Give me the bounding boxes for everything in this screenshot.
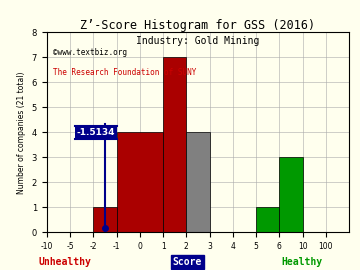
Bar: [279, 157, 303, 232]
Text: Healthy: Healthy: [282, 256, 323, 266]
Text: Unhealthy: Unhealthy: [39, 256, 91, 266]
Bar: [186, 132, 210, 232]
Y-axis label: Number of companies (21 total): Number of companies (21 total): [17, 71, 26, 194]
Bar: [163, 58, 186, 232]
Bar: [256, 207, 279, 232]
Text: -1.5134: -1.5134: [76, 128, 115, 137]
Text: ©www.textbiz.org: ©www.textbiz.org: [53, 48, 127, 58]
Bar: [93, 207, 117, 232]
Text: Industry: Gold Mining: Industry: Gold Mining: [136, 36, 260, 46]
Title: Z’-Score Histogram for GSS (2016): Z’-Score Histogram for GSS (2016): [80, 19, 316, 32]
Text: Score: Score: [172, 256, 202, 266]
Text: The Research Foundation of SUNY: The Research Foundation of SUNY: [53, 68, 196, 77]
Bar: [117, 132, 163, 232]
